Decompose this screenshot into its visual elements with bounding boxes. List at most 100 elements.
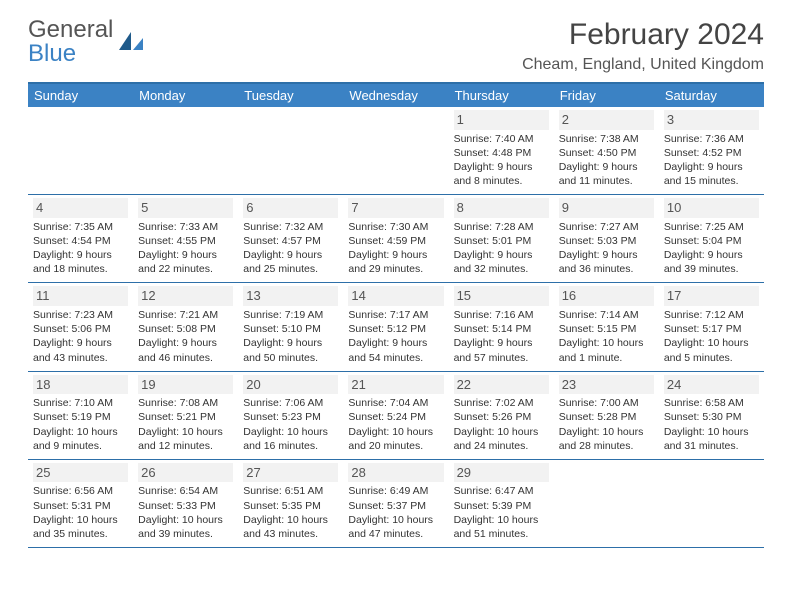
daylight-text: Daylight: 9 hours [454, 160, 549, 174]
logo-word2: Blue [28, 40, 76, 67]
daylight-text: and 1 minute. [559, 351, 654, 365]
daylight-text: and 47 minutes. [348, 527, 443, 541]
day-number: 28 [348, 463, 443, 483]
daylight-text: Daylight: 10 hours [33, 513, 128, 527]
daylight-text: and 36 minutes. [559, 262, 654, 276]
sunset-text: Sunset: 5:03 PM [559, 234, 654, 248]
calendar-cell: 13 Sunrise: 7:19 AMSunset: 5:10 PMDayligh… [238, 283, 343, 371]
daylight-text: Daylight: 10 hours [138, 513, 233, 527]
calendar-cell: 16Sunrise: 7:14 AMSunset: 5:15 PMDayligh… [554, 283, 659, 371]
daylight-text: Daylight: 9 hours [243, 336, 338, 350]
daylight-text: and 35 minutes. [33, 527, 128, 541]
page-header: General Blue February 2024 Cheam, Englan… [28, 18, 764, 74]
sunset-text: Sunset: 5:21 PM [138, 410, 233, 424]
sunrise-text: Sunrise: 7:38 AM [559, 132, 654, 146]
calendar-cell: 1Sunrise: 7:40 AMSunset: 4:48 PMDaylight… [449, 107, 554, 195]
sunset-text: Sunset: 5:30 PM [664, 410, 759, 424]
daylight-text: Daylight: 10 hours [454, 425, 549, 439]
daylight-text: and 57 minutes. [454, 351, 549, 365]
daylight-text: and 18 minutes. [33, 262, 128, 276]
day-number: 13 [243, 286, 338, 306]
daylight-text: and 32 minutes. [454, 262, 549, 276]
day-number: 3 [664, 110, 759, 130]
calendar-table: SundayMondayTuesdayWednesdayThursdayFrid… [28, 82, 764, 548]
daylight-text: and 43 minutes. [243, 527, 338, 541]
daylight-text: Daylight: 10 hours [664, 425, 759, 439]
day-number: 7 [348, 198, 443, 218]
sunset-text: Sunset: 5:06 PM [33, 322, 128, 336]
day-number: 20 [243, 375, 338, 395]
calendar-cell: 8Sunrise: 7:28 AMSunset: 5:01 PMDaylight… [449, 195, 554, 283]
day-number: 8 [454, 198, 549, 218]
daylight-text: Daylight: 10 hours [664, 336, 759, 350]
daylight-text: Daylight: 9 hours [348, 248, 443, 262]
calendar-cell: 26Sunrise: 6:54 AMSunset: 5:33 PMDayligh… [133, 459, 238, 547]
sunrise-text: Sunrise: 7:36 AM [664, 132, 759, 146]
sunset-text: Sunset: 5:35 PM [243, 499, 338, 513]
sunset-text: Sunset: 5:10 PM [243, 322, 338, 336]
calendar-cell [659, 459, 764, 547]
daylight-text: Daylight: 10 hours [348, 513, 443, 527]
day-number: 5 [138, 198, 233, 218]
sunset-text: Sunset: 4:52 PM [664, 146, 759, 160]
sunrise-text: Sunrise: 7:17 AM [348, 308, 443, 322]
calendar-cell: 14Sunrise: 7:17 AMSunset: 5:12 PMDayligh… [343, 283, 448, 371]
calendar-week-row: 1Sunrise: 7:40 AMSunset: 4:48 PMDaylight… [28, 107, 764, 195]
day-header: Wednesday [343, 83, 448, 107]
sunset-text: Sunset: 5:24 PM [348, 410, 443, 424]
calendar-cell: 20Sunrise: 7:06 AMSunset: 5:23 PMDayligh… [238, 371, 343, 459]
sunrise-text: Sunrise: 7:19 AM [243, 308, 338, 322]
day-number: 26 [138, 463, 233, 483]
day-header: Saturday [659, 83, 764, 107]
calendar-cell: 10Sunrise: 7:25 AMSunset: 5:04 PMDayligh… [659, 195, 764, 283]
daylight-text: and 54 minutes. [348, 351, 443, 365]
sunrise-text: Sunrise: 6:56 AM [33, 484, 128, 498]
calendar-cell: 6Sunrise: 7:32 AMSunset: 4:57 PMDaylight… [238, 195, 343, 283]
sunrise-text: Sunrise: 7:14 AM [559, 308, 654, 322]
calendar-cell [133, 107, 238, 195]
logo-sail-icon [117, 30, 145, 54]
calendar-cell: 29Sunrise: 6:47 AMSunset: 5:39 PMDayligh… [449, 459, 554, 547]
sunrise-text: Sunrise: 7:00 AM [559, 396, 654, 410]
day-header: Sunday [28, 83, 133, 107]
day-number: 12 [138, 286, 233, 306]
sunrise-text: Sunrise: 7:33 AM [138, 220, 233, 234]
daylight-text: Daylight: 10 hours [243, 425, 338, 439]
sunset-text: Sunset: 5:33 PM [138, 499, 233, 513]
daylight-text: and 8 minutes. [454, 174, 549, 188]
sunrise-text: Sunrise: 7:10 AM [33, 396, 128, 410]
sunset-text: Sunset: 4:54 PM [33, 234, 128, 248]
calendar-cell: 5Sunrise: 7:33 AMSunset: 4:55 PMDaylight… [133, 195, 238, 283]
sunset-text: Sunset: 5:23 PM [243, 410, 338, 424]
day-number: 11 [33, 286, 128, 306]
calendar-cell: 7Sunrise: 7:30 AMSunset: 4:59 PMDaylight… [343, 195, 448, 283]
sunrise-text: Sunrise: 6:54 AM [138, 484, 233, 498]
sunset-text: Sunset: 5:08 PM [138, 322, 233, 336]
daylight-text: and 11 minutes. [559, 174, 654, 188]
sunset-text: Sunset: 5:01 PM [454, 234, 549, 248]
day-number: 1 [454, 110, 549, 130]
daylight-text: Daylight: 10 hours [559, 336, 654, 350]
daylight-text: and 31 minutes. [664, 439, 759, 453]
title-block: February 2024 Cheam, England, United Kin… [522, 18, 764, 74]
daylight-text: and 16 minutes. [243, 439, 338, 453]
calendar-header-row: SundayMondayTuesdayWednesdayThursdayFrid… [28, 83, 764, 107]
calendar-cell: 15Sunrise: 7:16 AMSunset: 5:14 PMDayligh… [449, 283, 554, 371]
calendar-cell [238, 107, 343, 195]
sunset-text: Sunset: 5:39 PM [454, 499, 549, 513]
sunrise-text: Sunrise: 7:08 AM [138, 396, 233, 410]
daylight-text: Daylight: 10 hours [454, 513, 549, 527]
daylight-text: Daylight: 10 hours [138, 425, 233, 439]
daylight-text: Daylight: 9 hours [243, 248, 338, 262]
day-number: 24 [664, 375, 759, 395]
day-number: 16 [559, 286, 654, 306]
daylight-text: and 51 minutes. [454, 527, 549, 541]
sunrise-text: Sunrise: 7:28 AM [454, 220, 549, 234]
day-header: Friday [554, 83, 659, 107]
calendar-body: 1Sunrise: 7:40 AMSunset: 4:48 PMDaylight… [28, 107, 764, 548]
calendar-cell: 28Sunrise: 6:49 AMSunset: 5:37 PMDayligh… [343, 459, 448, 547]
sunrise-text: Sunrise: 6:47 AM [454, 484, 549, 498]
sunrise-text: Sunrise: 7:16 AM [454, 308, 549, 322]
day-number: 25 [33, 463, 128, 483]
calendar-cell: 3Sunrise: 7:36 AMSunset: 4:52 PMDaylight… [659, 107, 764, 195]
